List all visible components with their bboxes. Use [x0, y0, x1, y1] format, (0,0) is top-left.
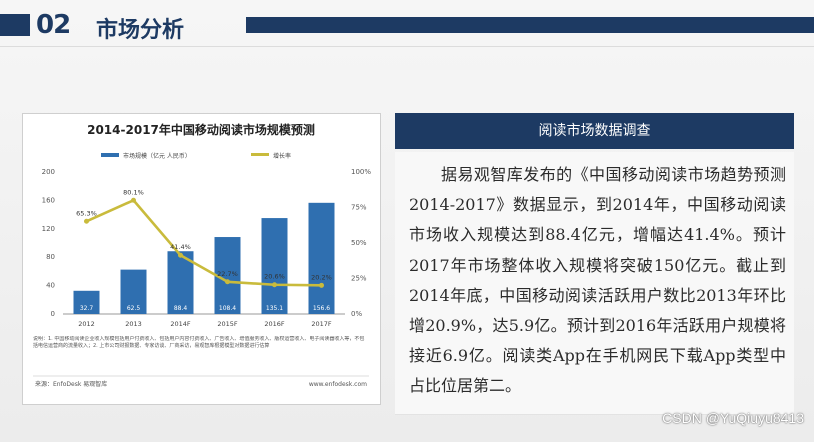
header-decor-bar — [246, 17, 814, 33]
y-tick-right: 50% — [351, 239, 367, 247]
bar-label: 88.4 — [174, 305, 188, 312]
y-tick-right: 75% — [351, 204, 367, 212]
bar — [73, 290, 100, 314]
growth-label: 22.7% — [217, 270, 238, 278]
x-tick-label: 2016F — [264, 320, 285, 328]
y-tick-left: 160 — [42, 196, 55, 204]
legend-label-line: 增长率 — [273, 152, 291, 160]
bar — [261, 218, 288, 314]
watermark: CSDN @YuQiuyu8413 — [662, 410, 804, 426]
bar — [167, 251, 194, 314]
panel-heading-text: 阅读市场数据调查 — [538, 123, 651, 139]
legend-swatch-bar — [101, 153, 119, 157]
chart-notes: 说明：1. 中国移动阅读企业收入规模包括用户付费收入、包括用户内容付费收入、广告… — [33, 336, 365, 349]
growth-point — [225, 279, 230, 285]
growth-line — [85, 198, 322, 287]
chart-source: 来源：EnfoDesk 易观智库 — [35, 380, 107, 388]
section-title: 市场分析 — [96, 18, 185, 43]
chart-notes-text: 说明：1. 中国移动阅读企业收入规模包括用户付费收入、包括用户内容付费收入、广告… — [33, 336, 365, 349]
header-accent-bar — [0, 14, 30, 36]
chart-panel: 2014-2017年中国移动阅读市场规模预测市场规模（亿元 人民币） 增长率 0 40… — [22, 113, 381, 405]
panel-heading: 阅读市场数据调查 — [395, 113, 794, 149]
bar-label: 135.1 — [266, 305, 283, 312]
growth-point — [131, 197, 136, 203]
bar-label: 32.7 — [80, 305, 94, 312]
bar — [308, 202, 335, 314]
chart-title: 2014-2017年中国移动阅读市场规模预测 — [87, 122, 315, 137]
bar-label: 108.4 — [219, 305, 236, 312]
x-tick-label: 2013 — [125, 320, 142, 328]
y-tick-right: 0% — [351, 310, 362, 318]
y-tick-left: 200 — [42, 168, 55, 176]
growth-label: 80.1% — [123, 188, 144, 196]
growth-label: 65.3% — [76, 209, 97, 217]
y-tick-left: 40 — [46, 282, 55, 290]
growth-label: 20.2% — [311, 273, 332, 281]
growth-point — [84, 218, 89, 224]
y-tick-right: 100% — [351, 168, 371, 176]
bar-label: 62.5 — [127, 305, 141, 312]
y-tick-right: 25% — [351, 275, 367, 283]
panel-body: 据易观智库发布的《中国移动阅读市场趋势预测2014-2017》数据显示，到201… — [395, 152, 794, 415]
bar — [120, 269, 147, 314]
growth-point — [272, 282, 277, 288]
x-tick-label: 2014F — [170, 320, 191, 328]
x-tick-label: 2015F — [217, 320, 238, 328]
x-tick-label: 2017F — [311, 320, 332, 328]
x-tick-label: 2012 — [78, 320, 95, 328]
y-tick-left: 80 — [46, 253, 55, 261]
legend-swatch-line — [251, 153, 269, 156]
y-tick-left: 0 — [51, 310, 55, 318]
panel-body-text: 据易观智库发布的《中国移动阅读市场趋势预测2014-2017》数据显示，到201… — [409, 165, 786, 396]
growth-label: 20.6% — [264, 273, 285, 281]
header-divider — [0, 46, 814, 47]
growth-label: 41.4% — [170, 243, 191, 251]
section-number: 02 — [36, 10, 71, 40]
y-tick-left: 120 — [42, 225, 55, 233]
growth-point — [319, 282, 324, 288]
chart-site: www.enfodesk.com — [309, 381, 367, 388]
bar-label: 156.6 — [313, 305, 330, 312]
growth-point — [178, 252, 183, 258]
legend-label-bar: 市场规模（亿元 人民币） — [123, 152, 191, 160]
